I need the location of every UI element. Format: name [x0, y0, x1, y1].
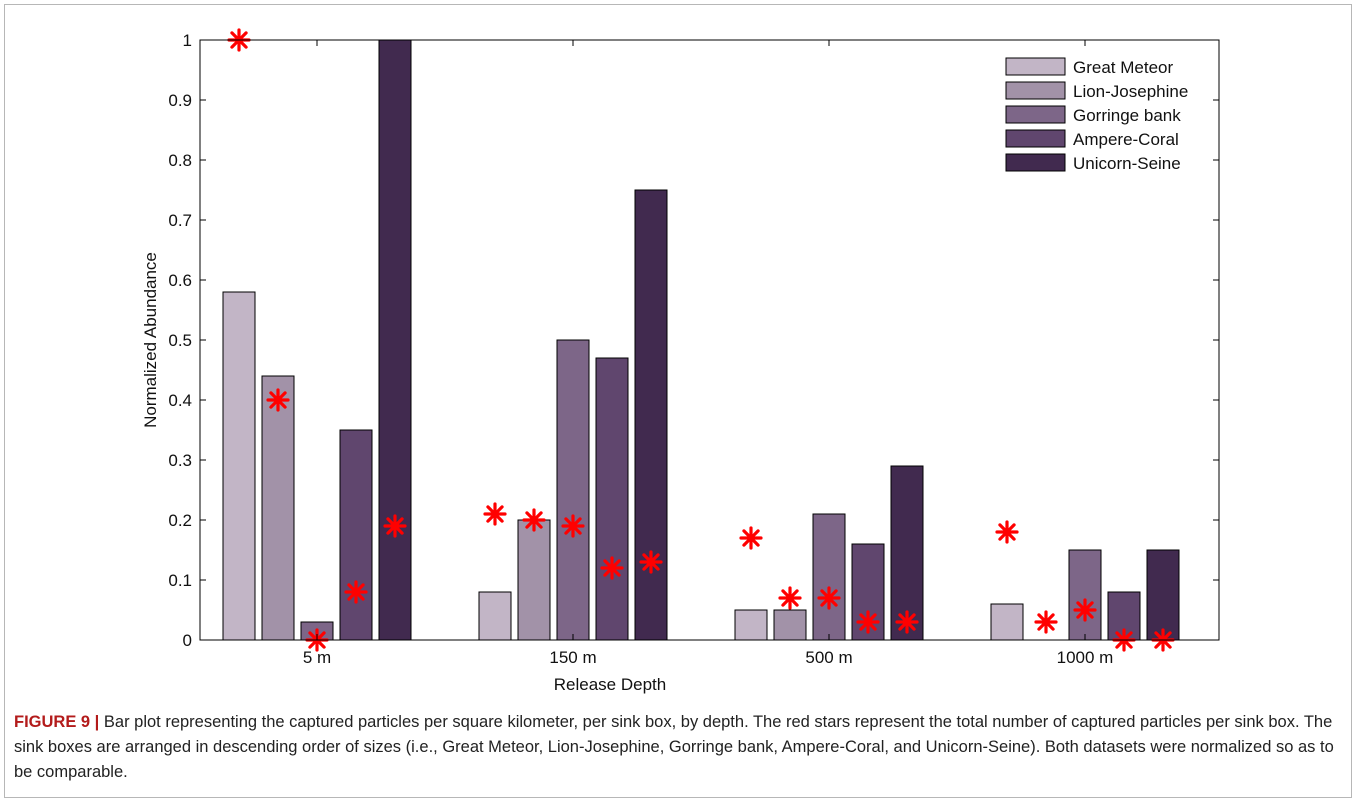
x-tick-label: 1000 m	[1057, 648, 1114, 667]
y-tick-label: 0.1	[168, 571, 192, 590]
star-marker-150m-4	[600, 556, 624, 580]
bars-layer	[222, 39, 1180, 641]
figure-caption: FIGURE 9 | Bar plot representing the cap…	[14, 710, 1348, 785]
star-marker-500m-2	[778, 586, 802, 610]
bar-great-meteor-500m	[734, 609, 768, 641]
legend-swatch-1	[1005, 57, 1066, 76]
legend-swatch-5	[1005, 153, 1066, 172]
star-marker-5m-4	[344, 580, 368, 604]
legend-label-5: Unicorn-Seine	[1073, 154, 1181, 173]
star-marker-500m-4	[856, 610, 880, 634]
bar-lion-josephine-5m	[261, 375, 295, 641]
bar-great-meteor-1000m	[990, 603, 1024, 641]
y-tick-label: 0.8	[168, 151, 192, 170]
x-tick-label: 500 m	[805, 648, 852, 667]
bar-gorringe-bank-500m	[812, 513, 846, 641]
y-axis-ticks: 0 0.1 0.2 0.3 0.4 0.5 0.6 0.7 0.8 0.9 1	[168, 31, 1219, 650]
y-tick-label: 0.5	[168, 331, 192, 350]
caption-text: Bar plot representing the captured parti…	[14, 713, 1334, 781]
star-marker-1000m-2	[1034, 610, 1058, 634]
stars-layer	[227, 28, 1175, 652]
legend-label-2: Lion-Josephine	[1073, 82, 1188, 101]
x-axis-ticks: 5 m 150 m 500 m 1000 m	[303, 40, 1114, 667]
x-tick-label: 5 m	[303, 648, 331, 667]
caption-label: FIGURE 9 |	[14, 713, 100, 731]
bar-great-meteor-5m	[222, 291, 256, 641]
y-tick-label: 0.3	[168, 451, 192, 470]
y-tick-label: 0.6	[168, 271, 192, 290]
star-marker-150m-2	[522, 508, 546, 532]
y-tick-label: 0.2	[168, 511, 192, 530]
star-marker-150m-5	[639, 550, 663, 574]
y-tick-label: 0.4	[168, 391, 192, 410]
x-axis-label: Release Depth	[554, 675, 666, 694]
legend-swatch-2	[1005, 81, 1066, 100]
star-marker-150m-3	[561, 514, 585, 538]
y-tick-label: 1	[183, 31, 192, 50]
bar-lion-josephine-150m	[517, 519, 551, 641]
bar-ampere-coral-150m	[595, 357, 629, 641]
bar-chart: 0 0.1 0.2 0.3 0.4 0.5 0.6 0.7 0.8 0.9 1 5 m 150 m 50…	[141, 28, 1220, 694]
legend-swatch-4	[1005, 129, 1066, 148]
y-tick-label: 0.9	[168, 91, 192, 110]
legend: Great Meteor Lion-Josephine Gorringe bank A…	[999, 51, 1213, 187]
bar-gorringe-bank-1000m	[1068, 549, 1102, 641]
bar-gorringe-bank-150m	[556, 339, 590, 641]
bar-unicorn-seine-1000m	[1146, 549, 1180, 641]
star-marker-5m-5	[383, 514, 407, 538]
x-tick-label: 150 m	[549, 648, 596, 667]
star-marker-1000m-1	[995, 520, 1019, 544]
y-axis-label: Normalized Abundance	[141, 252, 160, 428]
y-tick-label: 0	[183, 631, 192, 650]
star-marker-500m-1	[739, 526, 763, 550]
star-marker-500m-5	[895, 610, 919, 634]
star-marker-5m-2	[266, 388, 290, 412]
star-marker-1000m-3	[1073, 598, 1097, 622]
legend-label-4: Ampere-Coral	[1073, 130, 1179, 149]
legend-label-3: Gorringe bank	[1073, 106, 1181, 125]
y-tick-label: 0.7	[168, 211, 192, 230]
legend-label-1: Great Meteor	[1073, 58, 1173, 77]
bar-lion-josephine-500m	[773, 609, 807, 641]
bar-unicorn-seine-5m	[378, 39, 412, 641]
star-marker-500m-3	[817, 586, 841, 610]
star-marker-150m-1	[483, 502, 507, 526]
legend-swatch-3	[1005, 105, 1066, 124]
bar-great-meteor-150m	[478, 591, 512, 641]
bar-ampere-coral-5m	[339, 429, 373, 641]
